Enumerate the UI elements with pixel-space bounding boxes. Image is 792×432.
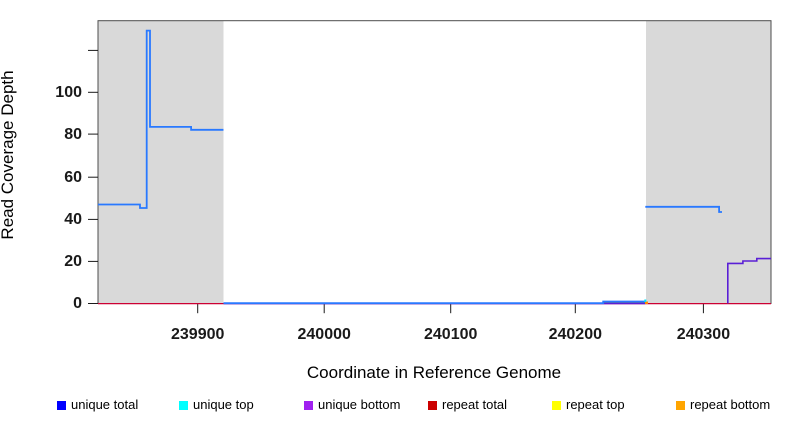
svg-text:20: 20: [64, 253, 82, 270]
svg-text:240300: 240300: [677, 326, 730, 343]
svg-text:240000: 240000: [298, 326, 351, 343]
svg-text:repeat bottom: repeat bottom: [690, 397, 770, 412]
svg-text:repeat total: repeat total: [442, 397, 507, 412]
svg-text:repeat top: repeat top: [566, 397, 625, 412]
svg-text:Read Coverage Depth: Read Coverage Depth: [0, 70, 17, 239]
svg-text:Coordinate in Reference Genome: Coordinate in Reference Genome: [307, 363, 561, 382]
svg-text:240200: 240200: [549, 326, 602, 343]
svg-text:unique total: unique total: [71, 397, 138, 412]
svg-text:60: 60: [64, 169, 82, 186]
svg-text:240100: 240100: [424, 326, 477, 343]
svg-text:unique bottom: unique bottom: [318, 397, 400, 412]
svg-text:80: 80: [64, 126, 82, 143]
svg-text:40: 40: [64, 211, 82, 228]
svg-text:239900: 239900: [171, 326, 224, 343]
svg-text:100: 100: [55, 84, 82, 101]
svg-text:0: 0: [73, 295, 82, 312]
svg-text:unique top: unique top: [193, 397, 254, 412]
